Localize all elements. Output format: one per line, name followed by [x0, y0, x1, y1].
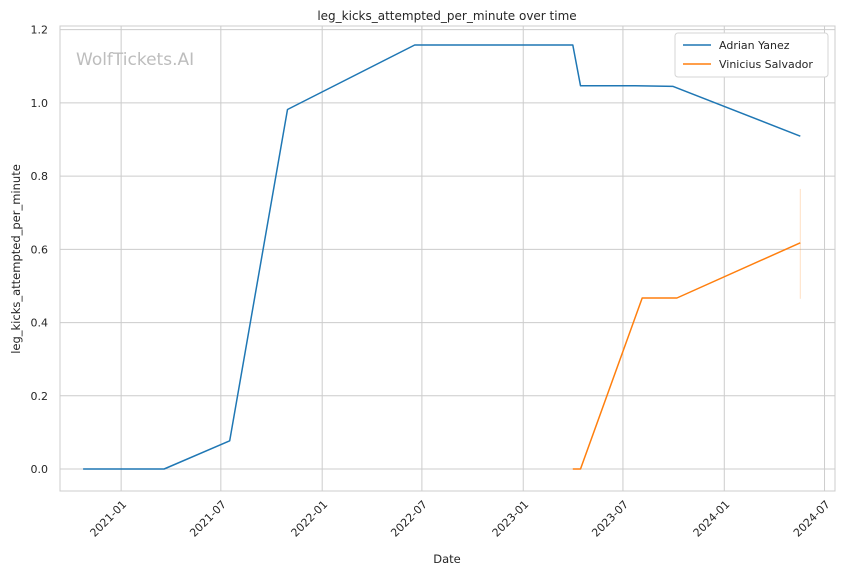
- y-axis-ticks: 0.0 0.2 0.4 0.6 0.8 1.0 1.2: [31, 24, 49, 476]
- watermark: WolfTickets.AI: [76, 50, 194, 70]
- y-tick-label: 1.2: [31, 24, 49, 37]
- series-line-adrian-yanez: [83, 44, 801, 470]
- x-axis-label: Date: [433, 552, 461, 566]
- y-tick-label: 0.8: [31, 170, 49, 183]
- grid-lines: [60, 26, 835, 491]
- legend-label-vinicius-salvador: Vinicius Salvador: [719, 58, 813, 71]
- plot-area: [59, 25, 836, 492]
- y-tick-label: 0.4: [31, 317, 49, 330]
- y-tick-label: 0.2: [31, 390, 49, 403]
- legend-box: [674, 32, 829, 78]
- series-lines: [83, 44, 801, 470]
- chart-title: leg_kicks_attempted_per_minute over time: [317, 9, 576, 23]
- legend-label-adrian-yanez: Adrian Yanez: [719, 39, 790, 52]
- y-axis-label: leg_kicks_attempted_per_minute: [9, 164, 23, 354]
- y-tick-label: 0.6: [31, 243, 49, 256]
- series-line-vinicius-salvador: [572, 242, 801, 470]
- legend: Adrian Yanez Vinicius Salvador: [674, 32, 829, 78]
- y-tick-label: 0.0: [31, 463, 49, 476]
- y-tick-label: 1.0: [31, 97, 49, 110]
